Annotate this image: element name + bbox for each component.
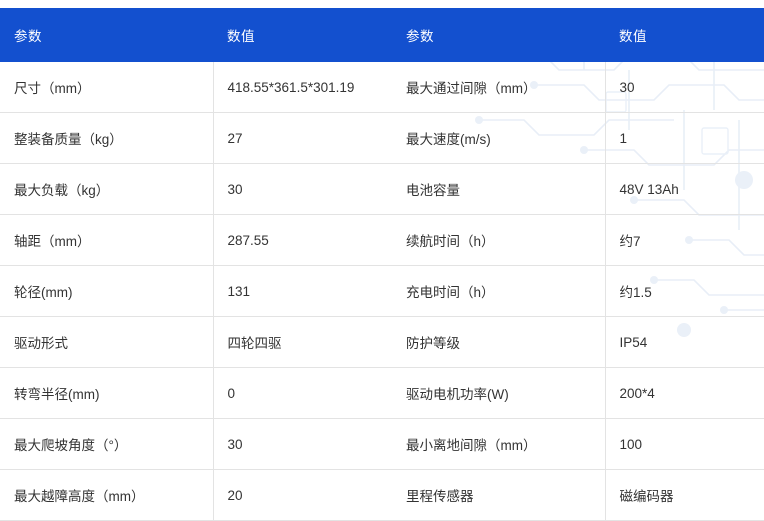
row-value: 200*4 <box>605 367 764 419</box>
row-param: 最小离地间隙（mm） <box>392 418 606 470</box>
table-row: 续航时间（h） 约7 <box>392 214 764 266</box>
header-value: 数值 <box>605 8 764 62</box>
row-param: 最大通过间隙（mm） <box>392 62 606 113</box>
row-value: 约1.5 <box>605 265 764 317</box>
row-value: 48V 13Ah <box>605 163 764 215</box>
right-table-wrapper: 参数 数值 最大通过间隙（mm） 30 最大速度(m/s) 1 电池容量 48V… <box>392 8 764 521</box>
table-row: 最小离地间隙（mm） 100 <box>392 418 764 470</box>
table-row: 转弯半径(mm) 0 <box>0 367 428 419</box>
left-table-body: 尺寸（mm） 418.55*361.5*301.19 整装备质量（kg） 27 … <box>0 62 428 521</box>
row-value: 磁编码器 <box>605 469 764 521</box>
table-row: 里程传感器 磁编码器 <box>392 469 764 521</box>
row-param: 里程传感器 <box>392 469 606 521</box>
row-value: 约7 <box>605 214 764 266</box>
table-row: 防护等级 IP54 <box>392 316 764 368</box>
row-value: 100 <box>605 418 764 470</box>
table-row: 驱动形式 四轮四驱 <box>0 316 428 368</box>
table-row: 整装备质量（kg） 27 <box>0 112 428 164</box>
table-header-row: 参数 数值 <box>392 8 764 62</box>
row-value: IP54 <box>605 316 764 368</box>
header-param: 参数 <box>0 8 213 62</box>
table-row: 电池容量 48V 13Ah <box>392 163 764 215</box>
table-row: 驱动电机功率(W) 200*4 <box>392 367 764 419</box>
table-header-row: 参数 数值 <box>0 8 428 62</box>
row-param: 续航时间（h） <box>392 214 606 266</box>
left-table-head: 参数 数值 <box>0 8 428 62</box>
row-value: 30 <box>605 62 764 113</box>
left-spec-table: 参数 数值 尺寸（mm） 418.55*361.5*301.19 整装备质量（k… <box>0 8 428 521</box>
table-row: 最大速度(m/s) 1 <box>392 112 764 164</box>
row-param: 最大爬坡角度（°） <box>0 418 214 470</box>
row-param: 驱动电机功率(W) <box>392 367 606 419</box>
row-param: 轮径(mm) <box>0 265 214 317</box>
table-row: 最大越障高度（mm） 20 <box>0 469 428 521</box>
row-param: 最大负载（kg） <box>0 163 214 215</box>
row-param: 驱动形式 <box>0 316 214 368</box>
table-row: 充电时间（h） 约1.5 <box>392 265 764 317</box>
left-table-wrapper: 参数 数值 尺寸（mm） 418.55*361.5*301.19 整装备质量（k… <box>0 8 428 521</box>
table-row: 最大爬坡角度（°） 30 <box>0 418 428 470</box>
table-row: 轴距（mm） 287.55 <box>0 214 428 266</box>
row-param: 防护等级 <box>392 316 606 368</box>
right-table-head: 参数 数值 <box>392 8 764 62</box>
right-spec-table: 参数 数值 最大通过间隙（mm） 30 最大速度(m/s) 1 电池容量 48V… <box>392 8 764 521</box>
row-param: 尺寸（mm） <box>0 62 214 113</box>
table-row: 轮径(mm) 131 <box>0 265 428 317</box>
table-row: 尺寸（mm） 418.55*361.5*301.19 <box>0 62 428 113</box>
row-param: 转弯半径(mm) <box>0 367 214 419</box>
right-table-body: 最大通过间隙（mm） 30 最大速度(m/s) 1 电池容量 48V 13Ah … <box>392 62 764 521</box>
table-row: 最大负载（kg） 30 <box>0 163 428 215</box>
row-param: 充电时间（h） <box>392 265 606 317</box>
table-row: 最大通过间隙（mm） 30 <box>392 62 764 113</box>
row-param: 最大速度(m/s) <box>392 112 606 164</box>
row-param: 轴距（mm） <box>0 214 214 266</box>
row-param: 整装备质量（kg） <box>0 112 214 164</box>
row-param: 最大越障高度（mm） <box>0 469 214 521</box>
row-value: 1 <box>605 112 764 164</box>
row-param: 电池容量 <box>392 163 606 215</box>
header-param: 参数 <box>392 8 605 62</box>
